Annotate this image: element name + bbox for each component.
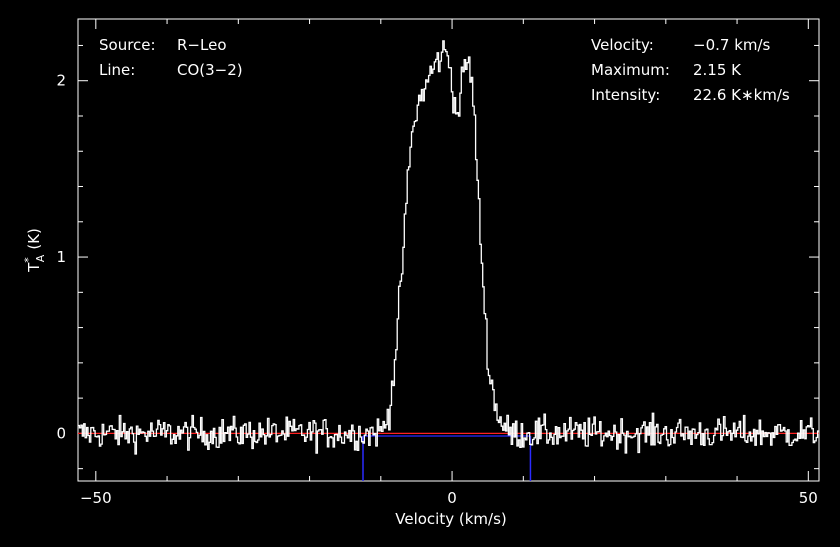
line-value: CO(3−2) <box>177 61 243 79</box>
intensity-label: Intensity: <box>591 86 660 104</box>
y-axis-label-main: T <box>25 262 43 273</box>
x-tick-label: 0 <box>447 489 457 507</box>
source-value: R−Leo <box>177 36 227 54</box>
x-tick-labels: −50 0 50 <box>80 489 818 507</box>
x-tick-label: 50 <box>799 489 818 507</box>
maximum-value: 2.15 K <box>693 61 742 79</box>
svg-text:T*A(K): T*A (K) <box>22 228 47 273</box>
stats-info-block: Velocity: −0.7 km/s Maximum: 2.15 K Inte… <box>591 36 790 104</box>
y-tick-label: 0 <box>56 424 66 442</box>
maximum-label: Maximum: <box>591 61 670 79</box>
velocity-value: −0.7 km/s <box>693 36 771 54</box>
intensity-value: 22.6 K∗km/s <box>693 86 790 104</box>
plot-frame <box>77 18 820 482</box>
y-axis-label: T*A (K) <box>22 228 47 273</box>
y-tick-label: 2 <box>56 72 66 90</box>
y-axis-label-sub: A <box>34 254 47 262</box>
source-label: Source: <box>99 36 156 54</box>
window-markers <box>362 436 532 481</box>
axis-ticks <box>78 19 819 481</box>
x-tick-label: −50 <box>80 489 112 507</box>
y-tick-label: 1 <box>56 248 66 266</box>
y-tick-labels: 0 1 2 <box>56 72 66 443</box>
spectrum-line <box>78 40 819 455</box>
line-label: Line: <box>99 61 135 79</box>
x-axis-label: Velocity (km/s) <box>395 510 506 528</box>
velocity-label: Velocity: <box>591 36 654 54</box>
source-info-block: Source: R−Leo Line: CO(3−2) <box>99 36 243 79</box>
y-axis-label-unit: (K) <box>25 228 43 250</box>
y-axis-label-sup: * <box>22 257 35 263</box>
